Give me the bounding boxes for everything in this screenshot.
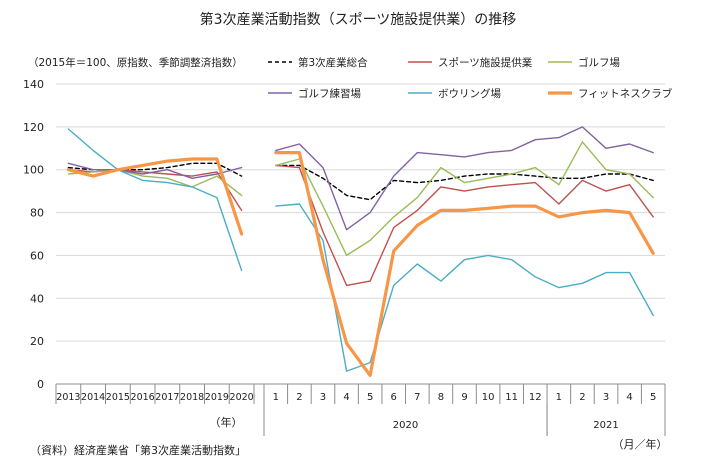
x-tick-label-month: 10	[482, 392, 495, 403]
x-tick-label-month: 9	[461, 392, 467, 403]
legend-label: 第3次産業総合	[298, 56, 368, 69]
x-tick-label-year: 2017	[155, 392, 179, 403]
x-tick-label-month: 4	[343, 392, 349, 403]
legend-label: フィットネスクラブ	[578, 87, 673, 100]
x-tick-label-month: 5	[650, 392, 656, 403]
series-line-monthly	[275, 203, 654, 372]
gridlines	[56, 83, 665, 342]
x-tick-label-year: 2015	[106, 392, 130, 403]
series-line-monthly	[275, 164, 654, 287]
y-tick-label: 20	[30, 335, 44, 348]
y-tick-label: 0	[37, 378, 44, 391]
monthly-axis-label: （月／年）	[613, 437, 668, 451]
x-tick-label-month: 3	[603, 392, 609, 403]
series-line-annual	[66, 157, 244, 236]
x-tick-label-month: 11	[505, 392, 518, 403]
x-tick-label-year: 2016	[131, 392, 155, 403]
x-tick-label-month: 6	[391, 392, 397, 403]
series-line-annual	[67, 162, 243, 180]
x-tick-label-month: 1	[273, 392, 279, 403]
annual-axis-label: （年）	[210, 415, 243, 429]
x-tick-label-month: 8	[438, 392, 444, 403]
x-tick-label-year: 2020	[230, 392, 254, 403]
series-line-annual	[67, 168, 243, 197]
legend-label: ゴルフ場	[578, 56, 620, 69]
legend-label: ゴルフ練習場	[298, 87, 361, 100]
x-tick-label-year: 2018	[180, 392, 204, 403]
x-tick-label-year: 2013	[56, 392, 80, 403]
source-note: （資料）経済産業省「第3次産業活動指数」	[30, 443, 246, 457]
x-tick-label-month: 7	[414, 392, 420, 403]
x-tick-label-month: 5	[367, 392, 373, 403]
x-tick-label-month: 2	[296, 392, 302, 403]
series-line-annual	[67, 128, 243, 272]
y-tick-label: 120	[23, 121, 44, 134]
x-group-label-year: 2021	[593, 420, 618, 431]
x-tick-label-month: 4	[626, 392, 632, 403]
legend-label: スポーツ施設提供業	[438, 56, 533, 69]
chart-title: 第3次産業活動指数（スポーツ施設提供業）の推移	[200, 11, 517, 28]
series-line-monthly	[275, 141, 654, 257]
x-tick-label-month: 1	[556, 392, 562, 403]
x-tick-label-month: 2	[579, 392, 585, 403]
y-tick-label: 80	[30, 207, 44, 220]
series-line-monthly	[274, 151, 655, 377]
legend-label: ボウリング場	[438, 87, 501, 100]
series-line-monthly	[275, 164, 654, 201]
x-tick-label-year: 2019	[205, 392, 229, 403]
series-layer	[66, 126, 655, 377]
y-tick-label: 40	[30, 292, 44, 305]
x-group-label-year: 2020	[393, 420, 418, 431]
x-tick-label-month: 3	[320, 392, 326, 403]
series-line-monthly	[275, 126, 654, 231]
y-tick-label: 100	[23, 164, 44, 177]
x-tick-label-month: 12	[529, 392, 542, 403]
y-tick-label: 140	[23, 78, 44, 91]
x-tick-label-year: 2014	[81, 392, 105, 403]
y-tick-label: 60	[30, 249, 44, 262]
unit-note: （2015年＝100、原指数、季節調整済指数）	[28, 56, 243, 69]
